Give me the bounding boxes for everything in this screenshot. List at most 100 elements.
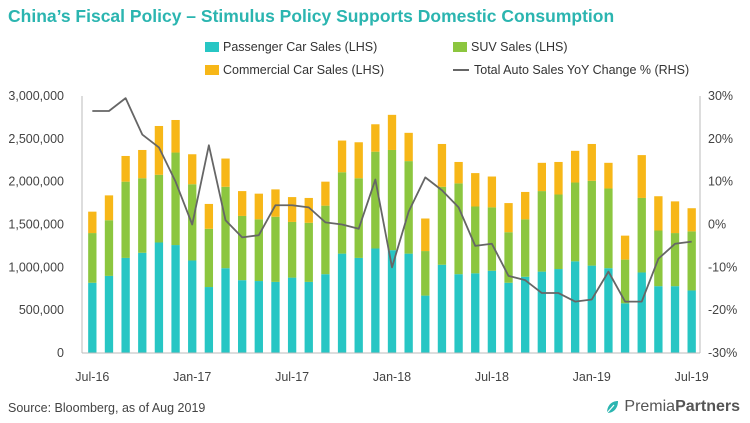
right-axis-tick-label: 0% [708,218,726,232]
bar-suv [454,183,463,275]
bar-suv [171,152,180,246]
bar-commercial [221,158,230,187]
bar-suv [271,216,280,282]
right-axis-tick-label: 30% [708,89,733,103]
brand-logo: PremiaPartners [604,398,740,416]
legend-swatch-suv [453,42,467,52]
bar-passenger [387,250,397,353]
bar-passenger [221,268,230,353]
bar-commercial [537,162,546,192]
bar-suv [554,194,563,270]
left-axis-tick-label: 3,000,000 [8,89,64,103]
legend-item-commercial: Commercial Car Sales (LHS) [205,63,384,77]
legend-swatch-commercial [205,65,219,75]
bar-suv [670,233,680,287]
x-axis-tick-label: Jul-18 [475,370,509,384]
logo-text: PremiaPartners [624,398,740,415]
bar-passenger [371,248,380,353]
bar-commercial [587,143,596,181]
x-axis-tick-label: Jul-17 [275,370,309,384]
bar-suv [304,222,313,282]
bar-commercial [471,173,480,207]
chart-legend: Passenger Car Sales (LHS) SUV Sales (LHS… [205,40,750,82]
bar-passenger [471,273,480,353]
bar-suv [287,221,297,278]
right-axis-tick-label: -20% [708,303,737,317]
bar-suv [637,197,646,273]
right-axis-tick-label: -10% [708,260,737,274]
bar-commercial [304,197,313,223]
bar-commercial [321,181,330,206]
bar-commercial [254,193,263,220]
bar-passenger [587,265,596,353]
bar-suv [371,151,380,249]
bar-commercial [670,201,680,234]
bar-passenger [437,264,447,353]
bar-passenger [404,253,413,353]
bar-suv [221,186,230,269]
bar-passenger [271,281,280,353]
bar-passenger [637,272,646,353]
bar-passenger [204,287,214,353]
bar-suv [121,181,130,258]
legend-swatch-passenger [205,42,219,52]
bar-commercial [620,235,630,260]
bar-passenger [537,271,546,353]
legend-label-suv: SUV Sales (LHS) [471,40,568,54]
bar-passenger [504,282,513,353]
bar-passenger [670,286,680,353]
bar-passenger [687,290,696,353]
x-axis-tick-label: Jul-19 [675,370,709,384]
bar-suv [570,182,580,262]
bar-suv [387,149,397,251]
bar-passenger [570,261,580,353]
bar-passenger [238,280,247,353]
right-axis-tick-label: -30% [708,346,737,360]
bar-commercial [454,161,463,184]
bar-suv [620,259,630,304]
bar-commercial [188,154,197,185]
bar-suv [687,231,696,291]
bar-suv [587,180,596,266]
bar-commercial [437,143,447,187]
bar-passenger [454,274,463,353]
legend-item-yoy: Total Auto Sales YoY Change % (RHS) [453,63,689,77]
bar-passenger [154,242,164,353]
bar-commercial [138,149,147,179]
bar-passenger [421,295,430,353]
right-axis-tick-label: 10% [708,175,733,189]
bar-suv [354,178,363,258]
legend-label-commercial: Commercial Car Sales (LHS) [223,63,385,77]
legend-item-suv: SUV Sales (LHS) [453,40,568,54]
bar-suv [487,207,497,271]
bar-passenger [354,257,363,353]
bar-commercial [204,203,214,229]
right-axis-tick-label: 20% [708,132,733,146]
bar-suv [604,188,613,269]
bar-passenger [554,269,563,353]
bar-passenger [321,274,330,353]
bar-commercial [354,142,363,179]
bar-passenger [654,286,663,353]
bar-passenger [88,282,97,353]
bar-suv [254,219,263,282]
left-axis-tick-label: 2,500,000 [8,132,64,146]
bar-commercial [637,155,646,198]
bar-commercial [154,125,164,175]
bar-suv [204,228,214,288]
bar-suv [471,206,480,274]
bar-suv [337,172,347,254]
bar-suv [154,174,164,243]
chart-title: China’s Fiscal Policy – Stimulus Policy … [8,6,615,26]
line-yoy-change [92,97,692,303]
legend-label-yoy: Total Auto Sales YoY Change % (RHS) [474,63,690,77]
left-axis-tick-label: 0 [57,346,64,360]
bar-passenger [171,245,180,353]
bar-commercial [387,114,397,150]
bar-commercial [271,189,280,217]
bar-commercial [604,162,613,189]
bar-commercial [687,208,696,232]
bar-passenger [254,281,263,353]
bar-suv [504,232,513,283]
